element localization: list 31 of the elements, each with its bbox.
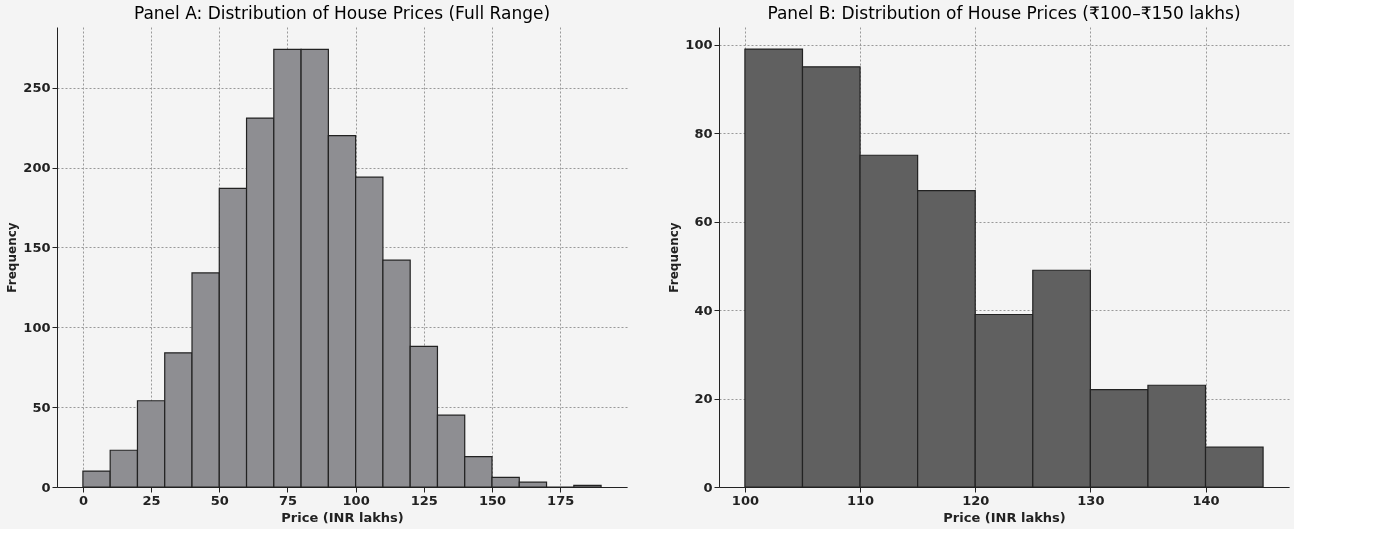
y-tick-label: 0: [41, 479, 51, 495]
x-tick-label: 125: [410, 492, 438, 508]
x-tick-label: 120: [962, 492, 990, 508]
x-axis-title: Price (INR lakhs): [281, 509, 404, 525]
y-tick-label: 50: [32, 399, 51, 415]
x-tick-label: 0: [78, 492, 88, 508]
y-tick-label: 0: [703, 479, 713, 495]
y-tick-label: 250: [23, 80, 51, 96]
x-tick-label: 110: [846, 492, 875, 508]
x-axis-title: Price (INR lakhs): [943, 509, 1066, 525]
y-tick-label: 40: [694, 302, 713, 318]
x-tick-label: 50: [210, 492, 229, 508]
x-tick-label: 130: [1077, 492, 1105, 508]
y-tick-label: 20: [694, 391, 713, 407]
y-tick-label: 150: [23, 239, 51, 255]
y-axis-title: Frequency: [5, 222, 20, 293]
y-tick-label: 100: [23, 319, 51, 335]
y-tick-label: 60: [694, 214, 713, 230]
x-tick-label: 100: [342, 492, 370, 508]
x-tick-label: 150: [478, 492, 507, 508]
chart-title: Panel A: Distribution of House Prices (Full Range): [133, 3, 551, 23]
y-tick-label: 100: [685, 37, 713, 53]
y-tick-label: 200: [23, 160, 51, 176]
x-tick-label: 140: [1192, 492, 1220, 508]
chart-title: Panel B: Distribution of House Prices (₹100–₹150 lakhs): [767, 3, 1241, 23]
x-tick-label: 100: [731, 492, 759, 508]
x-tick-label: 25: [142, 492, 161, 508]
y-tick-label: 80: [694, 125, 713, 141]
x-tick-label: 75: [278, 492, 297, 508]
y-axis-title: Frequency: [667, 222, 682, 293]
x-tick-label: 175: [547, 492, 575, 508]
